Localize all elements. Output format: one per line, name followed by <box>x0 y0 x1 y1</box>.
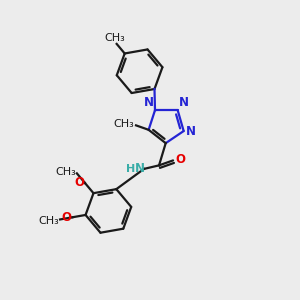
Text: N: N <box>179 96 189 109</box>
Text: N: N <box>186 124 196 137</box>
Text: O: O <box>74 176 84 189</box>
Text: N: N <box>135 162 145 175</box>
Text: O: O <box>62 211 72 224</box>
Text: CH₃: CH₃ <box>114 119 134 130</box>
Text: CH₃: CH₃ <box>55 167 76 178</box>
Text: CH₃: CH₃ <box>38 216 59 226</box>
Text: CH₃: CH₃ <box>105 33 126 43</box>
Text: N: N <box>144 96 154 109</box>
Text: O: O <box>175 153 185 166</box>
Text: H: H <box>126 164 136 174</box>
